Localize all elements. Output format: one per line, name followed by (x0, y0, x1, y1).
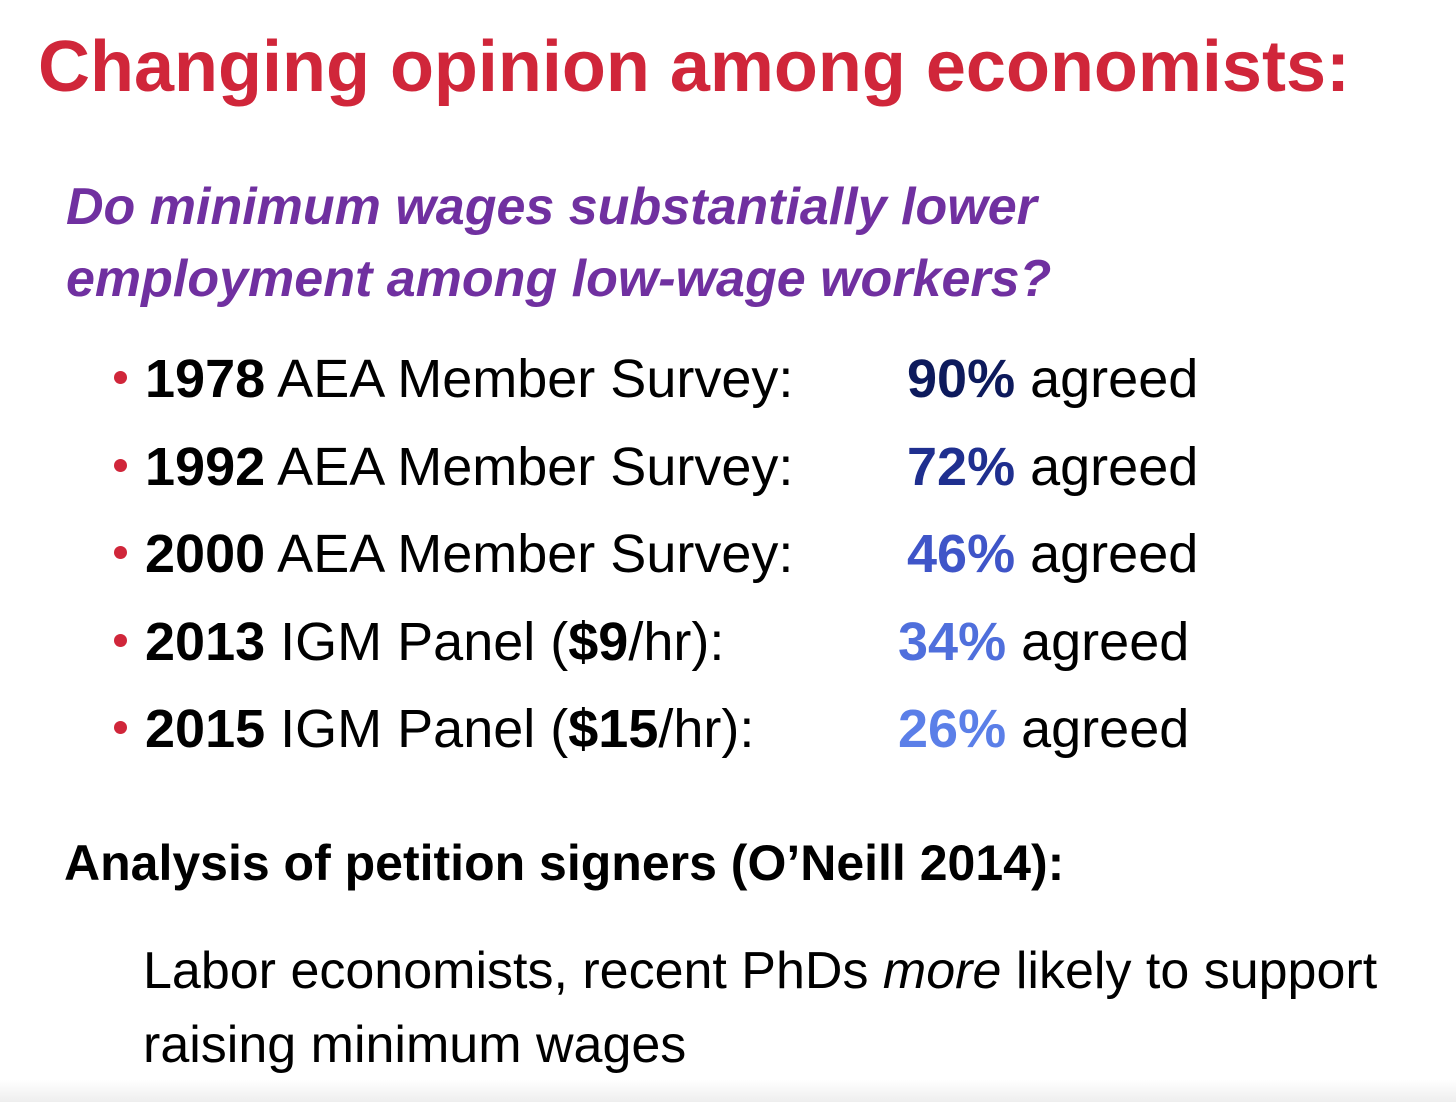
agreed: agreed (1021, 612, 1190, 672)
slide-title: Changing opinion among economists: (38, 27, 1350, 107)
wage-level: $15 (568, 699, 659, 759)
body-text: Labor economists, recent PhDs (143, 942, 869, 1000)
agreed: agreed (1030, 349, 1199, 409)
agreed: agreed (1030, 437, 1199, 497)
bullet-item: 2015 IGM Panel ($15/hr): 26% agreed (0, 702, 1456, 756)
percent: 46% (907, 524, 1016, 584)
analysis-heading: Analysis of petition signers (O’Neill 20… (64, 835, 1065, 891)
percent: 90% (907, 349, 1016, 409)
result: 72% agreed (907, 440, 1198, 494)
analysis-body: Labor economists, recent PhDs more likel… (143, 934, 1403, 1082)
bullet-label: 2013 IGM Panel ($9/hr): (145, 615, 724, 669)
bullet-dot (114, 634, 127, 647)
survey-name: AEA Member Survey: (277, 349, 794, 409)
survey-name: IGM Panel ( (280, 612, 569, 672)
year: 2013 (145, 612, 266, 672)
wage-level: $9 (568, 612, 629, 672)
bullet-label: 1992 AEA Member Survey: (145, 440, 793, 494)
percent: 72% (907, 437, 1016, 497)
question-line: Do minimum wages substantially lower (66, 178, 1037, 236)
year: 1978 (145, 349, 266, 409)
question-line: employment among low-wage workers? (66, 250, 1052, 308)
year: 2015 (145, 699, 266, 759)
bullet-dot (114, 721, 127, 734)
year: 2000 (145, 524, 266, 584)
result: 26% agreed (898, 702, 1189, 756)
percent: 26% (898, 699, 1007, 759)
bullet-dot (114, 459, 127, 472)
year: 1992 (145, 437, 266, 497)
bullet-item: 1992 AEA Member Survey: 72% agreed (0, 440, 1456, 494)
bullet-label: 2015 IGM Panel ($15/hr): (145, 702, 754, 756)
result: 46% agreed (907, 527, 1198, 581)
bullet-dot (114, 371, 127, 384)
bullet-label: 2000 AEA Member Survey: (145, 527, 793, 581)
result: 34% agreed (898, 615, 1189, 669)
survey-name: AEA Member Survey: (277, 437, 794, 497)
result: 90% agreed (907, 352, 1198, 406)
agreed: agreed (1030, 524, 1199, 584)
bullet-dot (114, 546, 127, 559)
survey-name: /hr): (658, 699, 755, 759)
percent: 34% (898, 612, 1007, 672)
bullet-item: 2000 AEA Member Survey: 46% agreed (0, 527, 1456, 581)
body-text: likely to support raising minimum wages (143, 942, 1378, 1074)
body-emphasis: more (882, 942, 1002, 1000)
survey-name: AEA Member Survey: (277, 524, 794, 584)
survey-name: IGM Panel ( (280, 699, 569, 759)
survey-name: /hr): (628, 612, 725, 672)
bullet-item: 2013 IGM Panel ($9/hr): 34% agreed (0, 615, 1456, 669)
agreed: agreed (1021, 699, 1190, 759)
bullet-label: 1978 AEA Member Survey: (145, 352, 793, 406)
bullet-item: 1978 AEA Member Survey: 90% agreed (0, 352, 1456, 406)
